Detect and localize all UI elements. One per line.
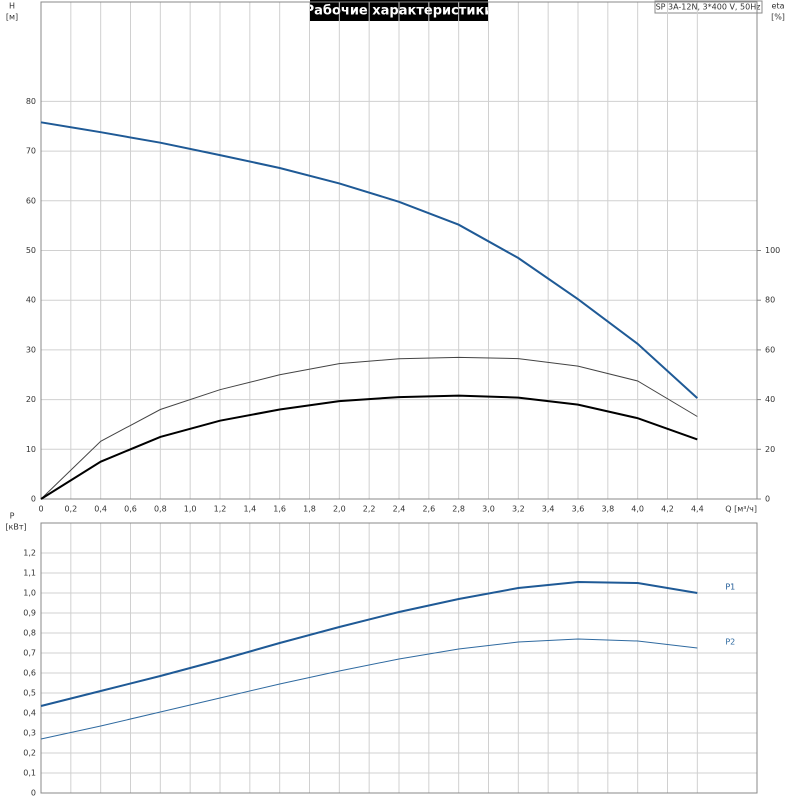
series-line [40, 121, 698, 399]
x-tick-label: 0,8 [154, 505, 167, 514]
x-tick-label: 1,8 [303, 505, 316, 514]
y2-tick-label: 0 [765, 495, 770, 504]
x-tick-label: 4,4 [691, 505, 704, 514]
y2-axis-unit: [%] [771, 13, 785, 22]
x-tick-label: 0,6 [124, 505, 137, 514]
x-tick-label: 3,8 [601, 505, 614, 514]
x-tick-label: 1,4 [243, 505, 256, 514]
y-tick-label: 60 [26, 196, 36, 205]
y-axis-label: H [9, 2, 15, 11]
y-tick-label: 0,1 [23, 769, 36, 778]
x-axis-label: Q [м³/ч] [725, 505, 757, 514]
y-axis-label: P [10, 512, 15, 521]
y-tick-label: 0 [31, 789, 36, 798]
y2-tick-label: 20 [765, 445, 775, 454]
y-tick-label: 80 [26, 97, 36, 106]
y-tick-label: 40 [26, 296, 36, 305]
x-tick-label: 3,2 [512, 505, 525, 514]
y2-tick-label: 80 [765, 296, 775, 305]
y-tick-label: 0,5 [23, 689, 36, 698]
series-line [40, 638, 698, 740]
series-label: P2 [725, 638, 735, 647]
y-tick-label: 10 [26, 445, 36, 454]
y-tick-label: 0,9 [23, 609, 36, 618]
y-tick-label: 0 [31, 495, 36, 504]
x-tick-label: 4,0 [631, 505, 644, 514]
y-tick-label: 30 [26, 345, 36, 354]
x-tick-label: 3,0 [482, 505, 495, 514]
x-tick-label: 2,4 [393, 505, 406, 514]
y-tick-label: 70 [26, 147, 36, 156]
y2-tick-label: 40 [765, 395, 775, 404]
series-line [40, 394, 698, 500]
series-label: P1 [725, 583, 735, 592]
subtitle-box [654, 0, 763, 14]
x-tick-label: 1,0 [184, 505, 197, 514]
y-tick-label: 1,0 [23, 589, 36, 598]
series-line [40, 580, 698, 707]
x-tick-label: 2,8 [452, 505, 465, 514]
series-line [40, 356, 698, 500]
y-tick-label: 0,7 [23, 649, 36, 658]
y-tick-label: 0,6 [23, 669, 36, 678]
y-axis-unit: [м] [6, 13, 18, 22]
x-tick-label: 0 [38, 505, 43, 514]
y2-axis-label: eta [772, 2, 785, 11]
y-tick-label: 20 [26, 395, 36, 404]
chart-subtitle: SP 3A-12N, 3*400 V, 50Hz [656, 3, 761, 12]
x-tick-label: 0,2 [64, 505, 77, 514]
x-tick-label: 3,4 [542, 505, 555, 514]
x-tick-label: 3,6 [572, 505, 585, 514]
x-tick-label: 1,2 [214, 505, 227, 514]
y2-tick-label: 100 [765, 246, 780, 255]
y-tick-label: 0,4 [23, 709, 36, 718]
x-tick-label: 1,6 [273, 505, 286, 514]
x-tick-label: 2,6 [422, 505, 435, 514]
y-tick-label: 50 [26, 246, 36, 255]
x-tick-label: 2,2 [363, 505, 376, 514]
x-tick-label: 4,2 [661, 505, 674, 514]
y-axis-unit: [кВт] [5, 523, 26, 532]
x-tick-label: 2,0 [333, 505, 346, 514]
plot-frame [40, 1, 758, 500]
plot-frame [40, 522, 758, 794]
y-tick-label: 0,2 [23, 749, 36, 758]
y-tick-label: 1,2 [23, 549, 36, 558]
y2-tick-label: 60 [765, 345, 775, 354]
y-tick-label: 1,1 [23, 569, 36, 578]
x-tick-label: 0,4 [94, 505, 107, 514]
y-tick-label: 0,3 [23, 729, 36, 738]
y-tick-label: 0,8 [23, 629, 36, 638]
